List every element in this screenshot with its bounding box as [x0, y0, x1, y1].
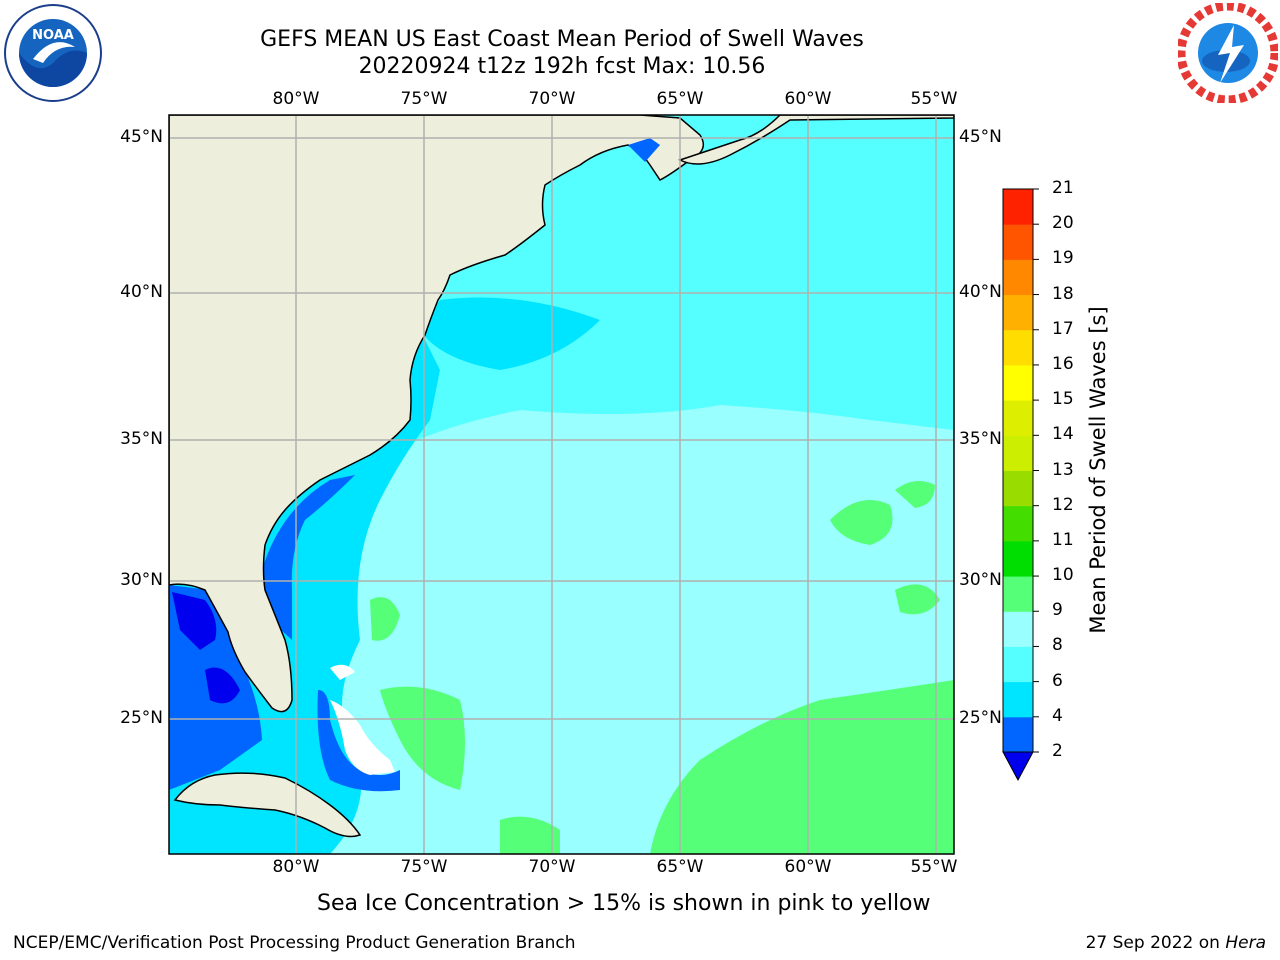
noaa-logo: NOAA — [3, 3, 103, 107]
lat-label-left: 25°N — [120, 708, 163, 728]
colorbar-tick-label: 13 — [1052, 459, 1074, 480]
swell-zone-green-east-2 — [895, 481, 935, 508]
colorbar-title: Mean Period of Swell Waves [s] — [1086, 306, 1110, 634]
graticule — [169, 115, 954, 854]
colorbar-tick-label: 16 — [1052, 353, 1074, 374]
land-cuba — [173, 772, 362, 838]
lon-label-top: 60°W — [784, 89, 832, 109]
map-border — [168, 114, 955, 855]
map-field — [169, 115, 954, 854]
colorbar-band — [1003, 681, 1033, 718]
lon-label-top: 55°W — [910, 89, 958, 109]
colorbar-tick-label: 9 — [1052, 600, 1063, 621]
sea-ice-caption: Sea Ice Concentration > 15% is shown in … — [317, 891, 931, 916]
colorbar-band — [1003, 576, 1033, 612]
colorbar-underflow-triangle — [1002, 751, 1034, 782]
swell-zone-dark-gulf-2 — [205, 667, 240, 704]
lat-label-right: 40°N — [959, 282, 1002, 302]
colorbar-tick-label: 15 — [1052, 389, 1074, 410]
lat-label-right: 45°N — [959, 127, 1002, 147]
swell-zone-cyan-north — [420, 297, 600, 370]
colorbar-band — [1003, 611, 1033, 647]
colorbar-tick-label: 2 — [1052, 741, 1063, 761]
colorbar-tick-label: 21 — [1052, 178, 1074, 198]
swell-zone-green-east — [830, 500, 893, 545]
bay-of-fundy — [628, 138, 660, 162]
lat-label-left: 35°N — [120, 429, 163, 449]
lon-label-top: 65°W — [656, 89, 704, 109]
colorbar-band — [1003, 470, 1033, 507]
colorbar-band — [1003, 259, 1033, 296]
chart-title: GEFS MEAN US East Coast Mean Period of S… — [260, 27, 864, 52]
colorbar-band — [1003, 329, 1033, 366]
lon-label-bottom: 70°W — [528, 857, 576, 877]
lon-label-top: 75°W — [400, 89, 448, 109]
footer-date: 27 Sep 2022 on Hera — [1086, 933, 1266, 953]
chart-subtitle: 20220924 t12z 192h fcst Max: 10.56 — [358, 54, 766, 79]
lon-label-bottom: 65°W — [656, 857, 704, 877]
lon-label-bottom: 75°W — [400, 857, 448, 877]
colorbar-tick-label: 17 — [1052, 318, 1074, 339]
swell-zone-green-southeast — [650, 680, 954, 854]
swell-zone-green-south — [500, 816, 560, 854]
colorbar-tick-label: 20 — [1052, 213, 1074, 234]
colorbar-tick-label: 6 — [1052, 670, 1063, 691]
swell-zone-green-central — [370, 597, 400, 641]
colorbar-tick-label: 14 — [1052, 424, 1074, 445]
swell-zone-blue-coast — [262, 475, 355, 640]
swell-zone-green-bahamas — [380, 686, 465, 790]
lat-label-left: 40°N — [120, 282, 163, 302]
lon-label-bottom: 80°W — [272, 857, 320, 877]
footer-credit: NCEP/EMC/Verification Post Processing Pr… — [13, 933, 576, 953]
colorbar-tick-label: 8 — [1052, 635, 1063, 656]
colorbar-band — [1003, 716, 1033, 753]
swell-zone-blue-bahamas — [317, 690, 400, 792]
colorbar-band — [1003, 435, 1033, 471]
lat-label-right: 30°N — [959, 570, 1002, 590]
colorbar-band — [1003, 224, 1033, 260]
lon-label-top: 70°W — [528, 89, 576, 109]
nws-logo — [1176, 1, 1280, 107]
footer-machine: Hera — [1225, 933, 1266, 953]
colorbar-tick-label: 19 — [1052, 248, 1074, 269]
lon-label-bottom: 55°W — [910, 857, 958, 877]
colorbar-band — [1003, 294, 1033, 331]
colorbar-tick-label: 10 — [1052, 565, 1074, 586]
colorbar-tick-label: 4 — [1052, 705, 1063, 726]
lon-label-bottom: 60°W — [784, 857, 832, 877]
colorbar-band — [1003, 400, 1033, 436]
colorbar-band — [1003, 540, 1033, 577]
lat-label-left: 30°N — [120, 570, 163, 590]
footer-date-text: 27 Sep 2022 on — [1085, 933, 1226, 953]
lat-label-left: 45°N — [120, 127, 163, 147]
lat-label-right: 35°N — [959, 429, 1002, 449]
colorbar-band — [1003, 364, 1033, 401]
colorbar — [1002, 188, 1039, 782]
lon-label-top: 80°W — [272, 89, 320, 109]
colorbar-band — [1003, 646, 1033, 683]
colorbar-tick-label: 18 — [1052, 283, 1074, 304]
colorbar-band — [1003, 505, 1033, 542]
colorbar-band — [1003, 189, 1033, 225]
swell-zone-dark-gulf — [172, 592, 217, 650]
lat-label-right: 25°N — [959, 708, 1002, 728]
colorbar-tick-label: 11 — [1052, 529, 1074, 550]
land-north-america — [169, 115, 705, 713]
svg-text:NOAA: NOAA — [32, 28, 74, 43]
land-nova-scotia — [678, 115, 954, 165]
swell-zone-green-east-3 — [895, 584, 940, 615]
colorbar-tick-label: 12 — [1052, 494, 1074, 515]
land-bahamas-small — [330, 664, 355, 680]
